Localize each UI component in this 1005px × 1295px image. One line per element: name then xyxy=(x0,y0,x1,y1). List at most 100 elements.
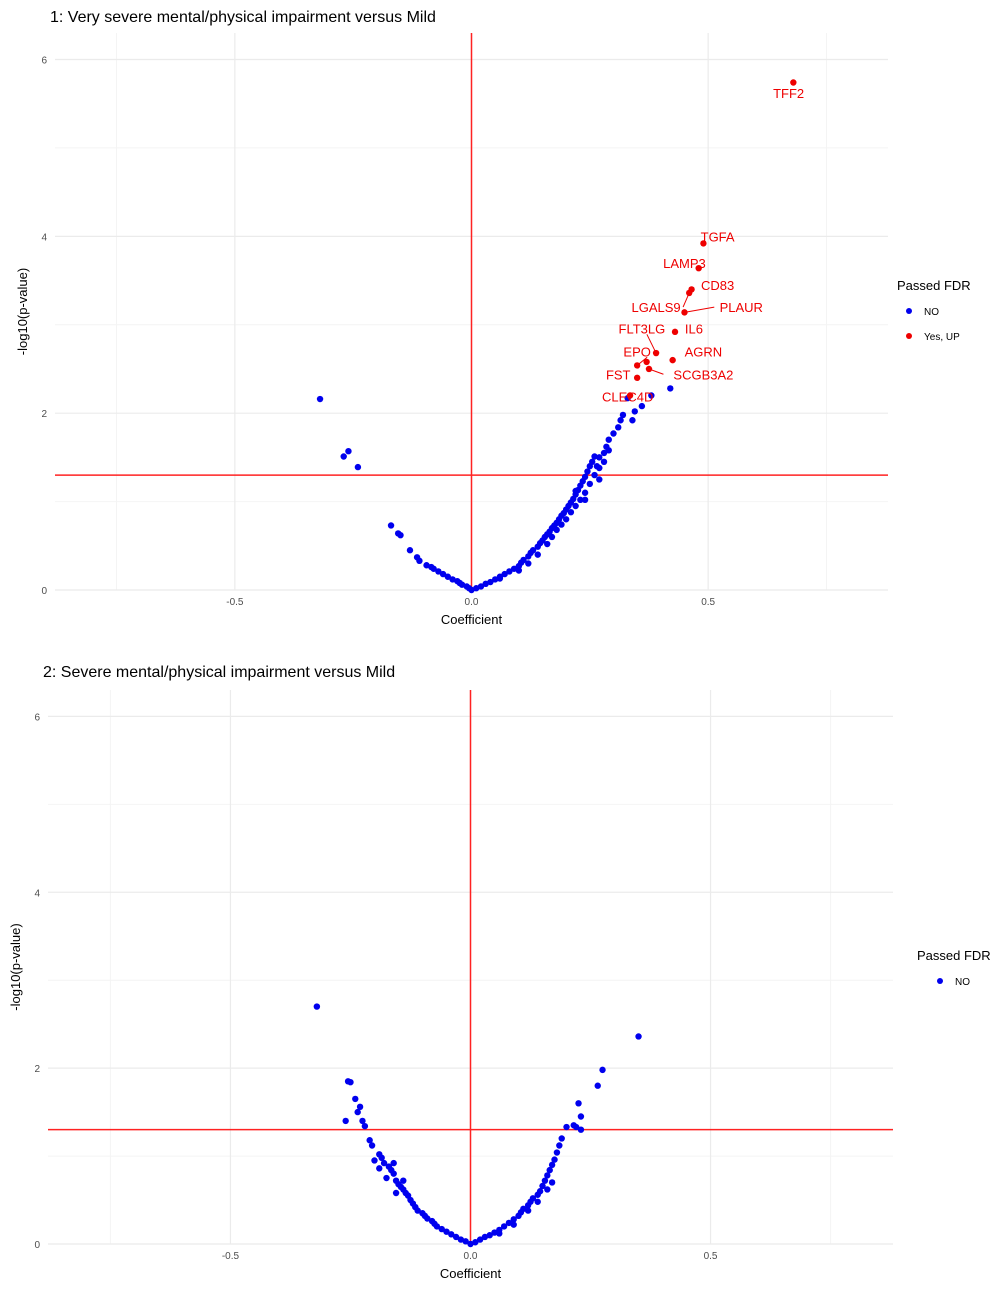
point-not-significant xyxy=(629,417,636,424)
point-not-significant xyxy=(496,575,504,582)
gene-label: FST xyxy=(606,367,631,382)
point-not-significant xyxy=(539,1182,546,1190)
point-significant-up xyxy=(695,264,702,272)
point-not-significant xyxy=(515,567,523,574)
gene-label: TGFA xyxy=(701,229,735,244)
point-not-significant xyxy=(525,560,532,567)
point-not-significant xyxy=(500,1223,508,1230)
y-axis-label: -log10(p-value) xyxy=(8,923,23,1010)
gene-label: CLEC4D xyxy=(602,389,653,404)
point-not-significant xyxy=(435,568,442,575)
legend-label: Yes, UP xyxy=(924,332,960,343)
point-not-significant xyxy=(600,449,608,457)
point-not-significant xyxy=(544,1172,551,1179)
legend-marker xyxy=(906,333,912,339)
y-tick-label: 0 xyxy=(41,586,47,597)
point-not-significant xyxy=(443,1228,450,1235)
point-not-significant xyxy=(648,392,655,399)
point-not-significant xyxy=(501,570,508,578)
legend-label: NO xyxy=(955,977,970,988)
point-significant-up xyxy=(626,392,634,399)
point-not-significant xyxy=(505,1219,513,1227)
legend-title: Passed FDR xyxy=(897,278,971,293)
point-significant-up xyxy=(633,374,641,382)
point-not-significant xyxy=(361,1122,369,1130)
point-not-significant xyxy=(352,1095,359,1103)
x-tick-label: -0.5 xyxy=(222,1251,240,1262)
label-leader-line xyxy=(646,334,657,354)
point-not-significant xyxy=(605,436,612,443)
point-not-significant xyxy=(548,533,556,541)
point-significant-up xyxy=(643,358,650,366)
point-not-significant xyxy=(510,1216,517,1223)
point-not-significant xyxy=(316,395,324,403)
label-leader-line xyxy=(648,368,664,375)
point-not-significant xyxy=(553,1149,561,1156)
point-not-significant xyxy=(444,573,452,580)
gene-label: EPO xyxy=(623,344,650,359)
point-not-significant xyxy=(563,1123,570,1131)
point-not-significant xyxy=(476,1236,484,1243)
point-not-significant xyxy=(366,1137,373,1144)
point-not-significant xyxy=(638,402,646,410)
point-not-significant xyxy=(594,1082,601,1089)
point-not-significant xyxy=(524,1207,532,1214)
point-not-significant xyxy=(599,1066,606,1074)
point-not-significant xyxy=(356,1103,364,1111)
point-not-significant xyxy=(430,565,437,572)
point-not-significant xyxy=(596,454,603,461)
point-not-significant xyxy=(548,1179,556,1186)
x-tick-label: 0.5 xyxy=(701,597,715,608)
point-not-significant xyxy=(486,1232,493,1239)
point-not-significant xyxy=(610,430,617,437)
point-not-significant xyxy=(588,458,596,466)
point-not-significant xyxy=(584,468,591,475)
label-leader-line xyxy=(636,356,648,366)
point-not-significant xyxy=(452,1233,460,1241)
point-not-significant xyxy=(406,547,414,554)
point-not-significant xyxy=(596,464,603,472)
y-tick-label: 0 xyxy=(34,1240,40,1251)
chart-panel-1: 1: Very severe mental/physical impairmen… xyxy=(15,9,971,627)
point-not-significant xyxy=(462,1238,469,1245)
point-not-significant xyxy=(541,1177,549,1184)
point-not-significant xyxy=(544,1186,551,1193)
y-tick-label: 2 xyxy=(41,409,47,420)
point-not-significant xyxy=(581,489,589,496)
point-not-significant xyxy=(615,424,622,431)
point-not-significant xyxy=(496,1230,503,1237)
point-significant-up xyxy=(686,289,693,297)
point-not-significant xyxy=(617,417,624,424)
point-not-significant xyxy=(439,570,447,578)
point-not-significant xyxy=(562,516,570,523)
gene-label: LGALS9 xyxy=(632,300,681,315)
point-not-significant xyxy=(491,1229,498,1236)
point-not-significant xyxy=(448,1231,455,1238)
gene-label: SCGB3A2 xyxy=(673,367,733,382)
legend-marker xyxy=(937,978,943,984)
point-not-significant xyxy=(529,1195,537,1202)
legend-title: Passed FDR xyxy=(917,948,991,963)
gene-label: AGRN xyxy=(685,344,723,359)
x-tick-label: -0.5 xyxy=(226,597,244,608)
point-not-significant xyxy=(371,1157,378,1164)
point-not-significant xyxy=(581,473,589,481)
point-not-significant xyxy=(472,1239,479,1246)
point-not-significant xyxy=(467,1240,474,1248)
point-not-significant xyxy=(510,1221,517,1228)
point-not-significant xyxy=(534,1198,541,1205)
point-not-significant xyxy=(397,531,404,539)
point-not-significant xyxy=(457,1236,465,1243)
point-not-significant xyxy=(572,502,579,510)
point-not-significant xyxy=(354,463,362,471)
point-not-significant xyxy=(553,526,560,534)
legend-marker xyxy=(906,308,912,314)
point-not-significant xyxy=(556,1142,563,1149)
point-not-significant xyxy=(354,1108,361,1116)
point-not-significant xyxy=(345,447,352,455)
point-not-significant xyxy=(577,496,584,504)
y-tick-label: 6 xyxy=(41,56,47,67)
point-not-significant xyxy=(487,578,494,586)
point-not-significant xyxy=(558,521,565,528)
x-axis-label: Coefficient xyxy=(441,612,503,627)
